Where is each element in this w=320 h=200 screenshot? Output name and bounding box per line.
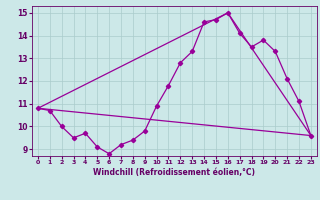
X-axis label: Windchill (Refroidissement éolien,°C): Windchill (Refroidissement éolien,°C) (93, 168, 255, 177)
